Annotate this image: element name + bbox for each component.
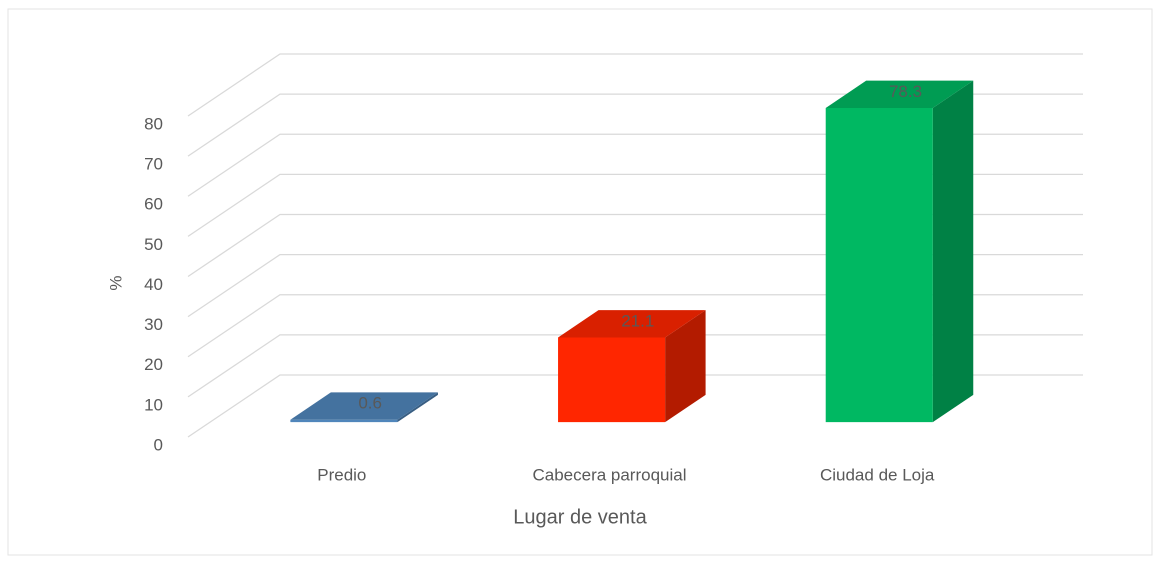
x-tick-label: Ciudad de Loja (820, 465, 935, 484)
grid-line (187, 53, 1083, 117)
data-label: 21.1 (621, 311, 654, 330)
y-tick-label: 70 (144, 155, 163, 174)
bar (290, 392, 438, 423)
bar-top (290, 392, 438, 420)
grid-line (187, 213, 1083, 278)
bar-top (558, 310, 706, 338)
y-tick-label: 20 (144, 355, 163, 374)
bar-front (825, 107, 933, 423)
y-tick-label: 80 (144, 114, 163, 133)
y-tick-label: 50 (144, 235, 163, 254)
data-label: 78.3 (889, 82, 922, 101)
x-axis-title: Lugar de venta (513, 506, 647, 528)
grid-line (187, 294, 1083, 358)
y-tick-label: 10 (144, 395, 163, 414)
bar-side (665, 310, 706, 423)
bar-front (558, 337, 666, 423)
y-tick-label: 40 (144, 275, 163, 294)
bar-side (397, 392, 438, 423)
grid-line (187, 374, 1083, 438)
grid-line (187, 133, 1083, 197)
grid-line (187, 93, 1083, 157)
bar (558, 310, 706, 423)
chart-border (7, 8, 1153, 556)
y-tick-label: 30 (144, 315, 163, 334)
y-tick-label: 0 (154, 435, 163, 454)
grid-line (187, 173, 1083, 237)
bar-side (932, 80, 974, 423)
bar (825, 80, 974, 423)
y-tick-label: 60 (144, 195, 163, 214)
x-tick-label: Predio (317, 465, 366, 484)
y-axis-title: % (106, 275, 125, 290)
grid-line (187, 253, 1083, 318)
bar-top (825, 80, 974, 108)
bar-front (290, 419, 398, 423)
x-tick-label: Cabecera parroquial (532, 465, 686, 484)
data-label: 0.6 (358, 394, 382, 413)
grid-line (187, 334, 1083, 398)
